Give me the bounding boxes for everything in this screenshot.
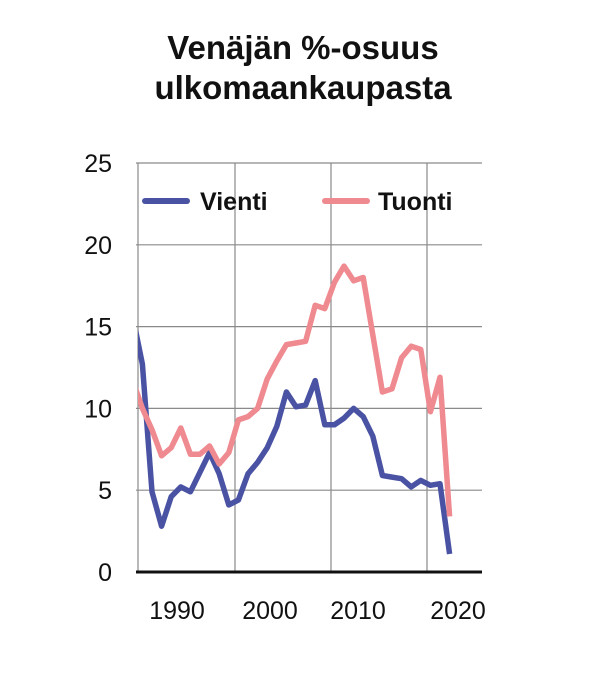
gridlines	[136, 162, 482, 574]
x-tick-labels: 1990 2000 2010 2020	[149, 597, 486, 625]
legend-label-vienti: Vienti	[200, 188, 268, 216]
y-tick-label: 15	[84, 314, 112, 342]
y-tick-label: 10	[84, 395, 112, 423]
y-tick-label: 5	[98, 477, 112, 505]
chart-title-line-2: ulkomaankaupasta	[154, 69, 452, 106]
x-tick-label: 1990	[149, 597, 205, 625]
series-line-vienti	[138, 328, 453, 555]
series-lines	[138, 263, 453, 555]
y-tick-label: 25	[84, 150, 112, 178]
x-tick-label: 2020	[430, 597, 486, 625]
series-line-tuonti	[138, 263, 453, 517]
legend: Vienti Tuonti	[142, 188, 453, 216]
chart-title-line-1: Venäjän %-osuus	[167, 29, 439, 66]
y-tick-label: 0	[98, 559, 112, 587]
legend-label-tuonti: Tuonti	[378, 188, 453, 216]
x-tick-label: 2010	[330, 597, 386, 625]
x-tick-label: 2000	[242, 597, 298, 625]
y-tick-labels: 0 5 10 15 20 25	[84, 150, 112, 587]
y-tick-label: 20	[84, 232, 112, 260]
